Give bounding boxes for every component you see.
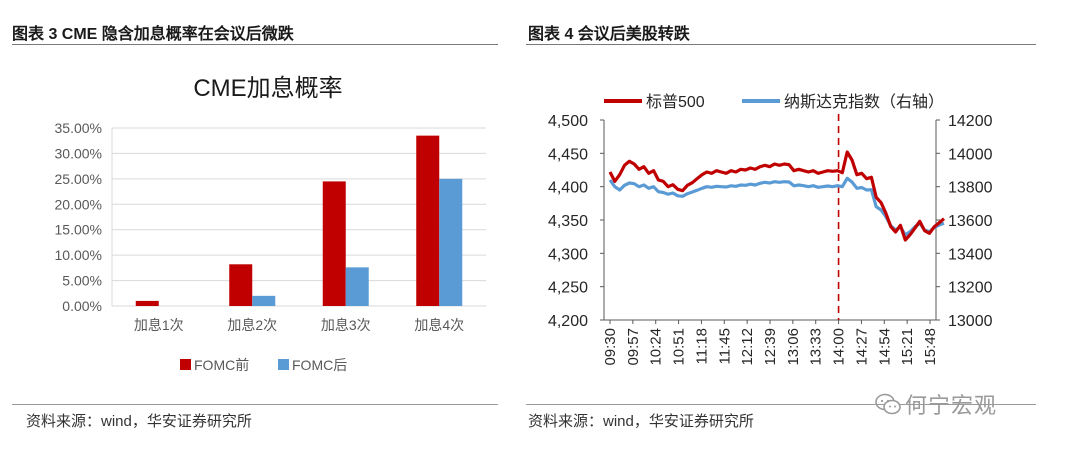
x-tick-label: 09:30	[602, 328, 619, 366]
y-tick-label: 35.00%	[55, 120, 102, 136]
x-tick-label: 加息4次	[414, 317, 464, 333]
right-chart-title: 图表 4 会议后美股转跌	[528, 26, 690, 43]
x-tick-label: 11:45	[716, 328, 733, 364]
x-tick-label: 14:27	[853, 328, 870, 366]
x-tick-label: 11:18	[693, 328, 710, 364]
x-tick-label: 12:39	[762, 328, 779, 366]
y-tick-label: 20.00%	[55, 196, 102, 212]
left-y-tick-label: 4,400	[548, 180, 588, 197]
x-tick-label: 09:57	[625, 328, 642, 366]
bar-chart-title: CME加息概率	[193, 75, 342, 102]
y-tick-label: 5.00%	[62, 273, 102, 289]
x-tick-label: 加息3次	[321, 317, 371, 333]
x-tick-label: 13:33	[808, 328, 825, 366]
bar-after	[345, 267, 369, 306]
x-tick-label: 13:06	[785, 328, 802, 366]
right-source-note: 资料来源：wind，华安证券研究所	[528, 413, 754, 430]
right-y-tick-label: 13000	[948, 313, 993, 330]
y-tick-label: 10.00%	[55, 247, 102, 263]
left-y-tick-label: 4,350	[548, 213, 588, 230]
x-tick-label: 10:51	[671, 328, 688, 366]
bar-before	[229, 264, 253, 306]
right-source-rule	[526, 404, 1036, 405]
left-y-tick-label: 4,450	[548, 146, 588, 163]
x-tick-label: 加息1次	[134, 317, 184, 333]
right-y-tick-label: 14200	[948, 113, 993, 130]
left-y-tick-label: 4,200	[548, 313, 588, 330]
legend-label: FOMC后	[292, 357, 347, 373]
sp500-line	[608, 150, 946, 242]
wechat-icon	[875, 393, 901, 415]
legend-swatch	[278, 359, 289, 370]
left-y-tick-label: 4,300	[548, 246, 588, 263]
right-y-tick-label: 14000	[948, 146, 993, 163]
bar-before	[416, 135, 440, 306]
left-source-rule	[12, 404, 498, 405]
y-tick-label: 0.00%	[62, 298, 102, 314]
legend-label: 标普500	[646, 93, 705, 111]
right-y-tick-label: 13400	[948, 246, 993, 263]
right-y-tick-label: 13800	[948, 180, 993, 197]
bar-before	[135, 300, 159, 306]
left-source-note: 资料来源：wind，华安证券研究所	[26, 413, 252, 430]
legend-swatch	[180, 359, 191, 370]
right-y-tick-label: 13600	[948, 213, 993, 230]
nasdaq-line	[608, 176, 945, 237]
x-tick-label: 14:00	[831, 328, 848, 366]
left-y-tick-label: 4,250	[548, 280, 588, 297]
right-y-tick-label: 13200	[948, 280, 993, 297]
left-y-tick-label: 4,500	[548, 113, 588, 130]
legend-label: 纳斯达克指数（右轴）	[784, 93, 944, 111]
y-tick-label: 30.00%	[55, 145, 102, 161]
x-tick-label: 14:54	[876, 328, 893, 366]
right-title-rule	[526, 44, 1036, 45]
watermark-text: 何宁宏观	[905, 394, 998, 419]
bar-after	[252, 295, 276, 306]
x-tick-label: 12:12	[739, 328, 756, 366]
left-title-rule	[12, 44, 498, 45]
x-tick-label: 加息2次	[227, 317, 277, 333]
left-chart-title: 图表 3 CME 隐含加息概率在会议后微跌	[12, 26, 294, 43]
x-tick-label: 10:24	[648, 328, 665, 366]
y-tick-label: 25.00%	[55, 171, 102, 187]
bar-after	[439, 178, 463, 306]
x-tick-label: 15:48	[922, 328, 939, 366]
x-tick-label: 15:21	[899, 328, 916, 366]
legend-label: FOMC前	[194, 357, 249, 373]
y-tick-label: 15.00%	[55, 222, 102, 238]
bar-before	[322, 181, 346, 306]
